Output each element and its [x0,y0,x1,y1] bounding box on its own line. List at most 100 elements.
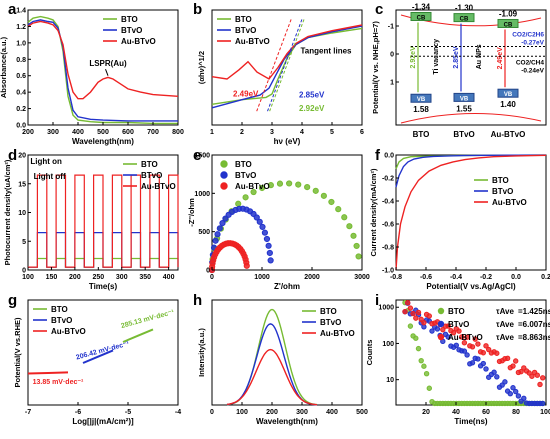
data-point-BTvO [515,393,522,399]
y-tick-label: 0.4 [16,90,26,97]
y-tick-label: 1000 [378,305,394,312]
data-point-BTO [328,198,335,206]
legend-label: Au-BTvO [141,182,176,191]
x-tick-label: 500 [97,129,109,136]
data-point-BTvO [469,360,476,366]
x-axis-label: Time(ns) [454,417,488,426]
x-tick-label: 200 [266,409,278,416]
legend-label: BTvO [320,318,341,327]
cb-box [497,18,519,28]
data-point-BTvO [480,360,486,367]
series-line-Au-BTvO [27,20,179,100]
data-point-Au-BTvO [475,341,481,347]
panel-e: e 0 1000 2000 3000 0 500 1000 1500 Z'/ohm -Z''/ohm… [187,147,370,291]
x-tick-label: -4 [175,409,181,416]
y-tick-label: 0.0 [384,153,394,160]
data-point-BTvO [216,225,223,232]
data-point-Au-BTvO [450,329,457,336]
x-tick-label: 0.0 [511,274,521,281]
y-tick-label: 0 [206,268,210,275]
legend-label: BTvO [448,320,469,329]
panel-letter: e [193,147,201,164]
slope-label: 13.85 mV·dec⁻¹ [33,379,84,386]
x-tick-label: 600 [122,129,134,136]
y-axis-label: Current density(mA/cm²) [369,168,378,256]
x-tick-label: 100 [22,274,34,281]
x-tick-label: 60 [482,409,490,416]
panel-a: a 200 300 400 500 600 700 800 0.0 0.2 0.4 0.6 0.8 1.0… [0,1,184,146]
data-point-Au-BTvO [407,305,414,311]
vb-label: VB [417,97,426,103]
vb-value: 1.40 [500,100,516,109]
data-point-BTO [286,180,293,187]
y-tick-label: 0.2 [16,106,26,113]
cb-value: -1.09 [499,9,518,18]
series-line-Au-BTvO [28,174,179,268]
cb-box [453,13,475,23]
tau-value: =1.425ns [518,307,550,316]
legend-marker [437,320,445,328]
plot-frame [27,299,179,406]
panel-letter: f [375,147,381,164]
data-point-Au-BTvO [464,334,470,340]
series-line-BTvO [27,19,178,122]
data-point-BTvO [510,385,516,391]
x-tick-label: -5 [125,409,131,416]
data-point-BTO [320,192,327,199]
x-tick-label: 200 [22,129,34,136]
legend-label: BTvO [235,171,256,180]
legend-label: BTO [121,15,138,24]
gap-label: 2.49eV [497,47,504,70]
y-tick-label: -0.6 [382,222,394,229]
cb-label: CB [504,22,513,28]
data-point-BTvO [445,334,451,340]
y-axis-label: -Z''/ohm [187,198,196,227]
y-tick-label: 100 [382,341,394,348]
x-axis-label: Log[|j|(mA/cm²)] [72,417,134,426]
x-tick-label: 40 [452,409,460,416]
slope-label: 206.42 mV·dec⁻¹ [75,340,130,361]
tangent-line [267,19,303,112]
vb-box [410,93,432,103]
vb-value: 1.55 [456,104,472,113]
data-point-BTvO [212,237,219,244]
x-tick-label: 150 [46,274,58,281]
vb-value: 1.58 [413,105,429,114]
y-axis-label: Absorbance(a.u.) [0,36,8,98]
data-point-BTvO [464,352,470,358]
data-point-Au-BTvO [402,308,408,315]
material-label: BTO [413,130,430,139]
data-point-BTO [355,253,362,260]
y-tick-label: 0.8 [16,57,26,64]
series-line-Au-BTvO [211,24,363,80]
data-point-Au-BTvO [518,368,524,375]
data-point-Au-BTvO [469,344,476,350]
data-point-Au-BTvO [480,350,486,356]
x-tick-label: 250 [92,274,104,281]
data-point-Au-BTvO [486,346,492,353]
data-point-BTvO [263,235,271,243]
panel-letter: c [375,1,383,18]
material-label: BTvO [453,130,474,139]
data-point-Au-BTvO [483,343,489,349]
gap-label: 2.92eV [299,104,325,113]
x-tick-label: 350 [139,274,151,281]
vb-label: VB [504,92,513,98]
cb-value: -1.34 [412,2,431,11]
x-tick-label: 3 [270,129,274,136]
x-tick-label: 700 [147,129,159,136]
y-axis-label: Potential(V vs. NHE,pH=7) [371,21,380,114]
data-point-Au-BTvO [445,323,451,329]
panel-letter: i [375,292,379,309]
plot-frame [395,154,547,271]
legend-marker [437,307,445,315]
data-point-BTO [413,335,419,341]
material-label: Au-BTvO [491,130,526,139]
gap-label: 2.85eV [453,46,460,69]
data-point-Au-BTvO [534,372,540,378]
data-point-Au-BTvO [540,375,546,381]
x-tick-label: 4 [300,129,304,136]
x-tick-label: 400 [326,409,338,416]
series-line-BTvO [82,349,114,364]
y-tick-label: 10 [18,210,26,217]
